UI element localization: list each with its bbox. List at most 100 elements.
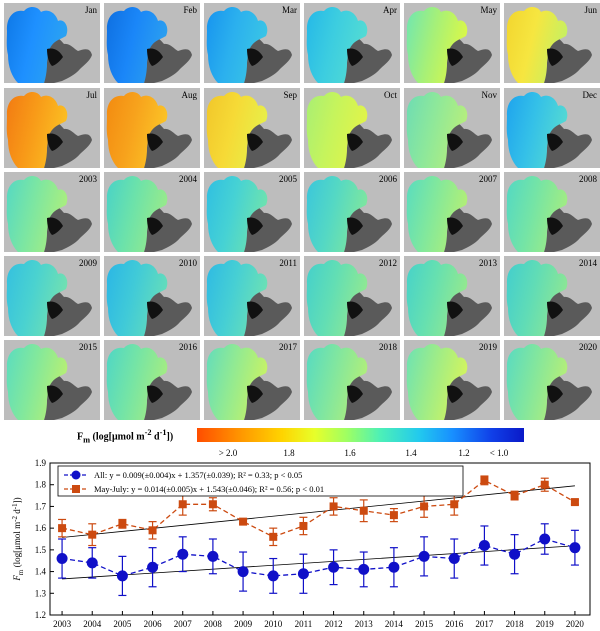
data-point-all: [328, 561, 340, 573]
land-area: [244, 372, 292, 420]
x-tick-label: 2007: [174, 619, 193, 629]
x-tick-label: 2016: [445, 619, 464, 629]
legend-label: May-July: y = 0.014(±0.005)x + 1.543(±0.…: [94, 484, 324, 494]
land-area: [144, 204, 192, 252]
island-area: [347, 385, 363, 403]
data-point-all: [177, 548, 189, 560]
map-shape: [106, 6, 192, 83]
data-point-all: [86, 557, 98, 569]
island-area: [247, 301, 263, 319]
lake-area: [306, 175, 368, 252]
land-area: [144, 35, 192, 83]
data-point-may-july: [118, 519, 127, 528]
y-axis-label-part: ]): [12, 497, 22, 503]
island-area: [547, 385, 563, 403]
x-tick-label: 2011: [295, 619, 313, 629]
map-shape: [6, 259, 92, 336]
map-shape: [306, 6, 392, 83]
land-area: [344, 35, 392, 83]
island-area: [347, 301, 363, 319]
y-axis-label-part: F: [12, 575, 22, 582]
map-shape: [506, 175, 592, 252]
map-tile-label: Apr: [383, 5, 397, 15]
trend-line-all: [62, 545, 575, 580]
map-shape: [106, 91, 192, 168]
data-point-may-july: [480, 476, 489, 485]
island-area: [147, 301, 163, 319]
data-point-all: [358, 563, 370, 575]
y-axis-label-part: -1: [11, 503, 19, 509]
map-shape: [206, 91, 292, 168]
data-point-all: [418, 550, 430, 562]
map-shape: [306, 343, 392, 420]
land-area: [44, 204, 92, 252]
series-line-may-july: [61, 479, 576, 538]
map-tile-2019: 2019: [404, 340, 500, 420]
legend-box: [57, 465, 464, 497]
data-point-may-july: [389, 511, 398, 520]
map-tile-label: Jul: [86, 90, 97, 100]
land-area: [344, 288, 392, 336]
island-area: [47, 48, 63, 66]
map-tile-label: Feb: [183, 5, 198, 15]
island-area: [247, 217, 263, 235]
data-point-may-july: [299, 521, 308, 530]
data-point-may-july: [239, 517, 248, 526]
map-shape: [206, 6, 292, 83]
x-tick-label: 2012: [325, 619, 343, 629]
data-point-may-july: [88, 530, 97, 539]
map-tile-2016: 2016: [104, 340, 200, 420]
island-area: [547, 133, 563, 151]
y-axis-label-part: -2: [11, 515, 19, 521]
lake-area: [306, 91, 368, 168]
x-tick-label: 2004: [83, 619, 102, 629]
land-area: [544, 372, 592, 420]
x-tick-label: 2005: [113, 619, 132, 629]
map-tile-label: 2004: [179, 174, 197, 184]
lake-area: [106, 259, 168, 336]
land-area: [144, 288, 192, 336]
colorbar-tick: 1.4: [405, 448, 417, 458]
map-tile-mar: Mar: [204, 3, 300, 83]
map-tile-oct: Oct: [304, 88, 400, 168]
map-tile-label: 2012: [379, 258, 397, 268]
land-area: [44, 372, 92, 420]
data-point-may-july: [359, 506, 368, 515]
island-area: [47, 301, 63, 319]
data-point-all: [116, 570, 128, 582]
colorbar: [197, 428, 524, 442]
island-area: [147, 48, 163, 66]
data-point-all: [207, 550, 219, 562]
map-tile-2012: 2012: [304, 256, 400, 336]
map-tile-label: 2003: [79, 174, 97, 184]
data-point-may-july: [208, 500, 217, 509]
map-tile-label: 2015: [79, 342, 97, 352]
y-tick-label: 1.8: [35, 480, 47, 490]
lake-area: [506, 6, 568, 83]
map-shape: [506, 343, 592, 420]
colorbar-tick: > 2.0: [218, 448, 238, 458]
map-shape: [6, 343, 92, 420]
map-tile-label: Jun: [584, 5, 597, 15]
map-tile-label: Jan: [85, 5, 97, 15]
island-area: [47, 385, 63, 403]
land-area: [144, 372, 192, 420]
island-area: [447, 48, 463, 66]
map-tile-apr: Apr: [304, 3, 400, 83]
y-tick-label: 1.5: [35, 545, 47, 555]
series-line-all: [62, 538, 576, 577]
map-shape: [206, 343, 292, 420]
map-shape: [306, 91, 392, 168]
data-point-may-july: [510, 491, 519, 500]
map-shape: [306, 175, 392, 252]
data-point-all: [448, 553, 460, 565]
island-area: [147, 133, 163, 151]
map-shape: [6, 6, 92, 83]
y-tick-label: 1.2: [35, 610, 46, 620]
map-tile-label: Sep: [283, 90, 298, 100]
map-tile-2005: 2005: [204, 172, 300, 252]
lake-area: [206, 91, 268, 168]
lake-area: [106, 343, 168, 420]
colorbar-tick: 1.8: [283, 448, 295, 458]
land-area: [544, 35, 592, 83]
